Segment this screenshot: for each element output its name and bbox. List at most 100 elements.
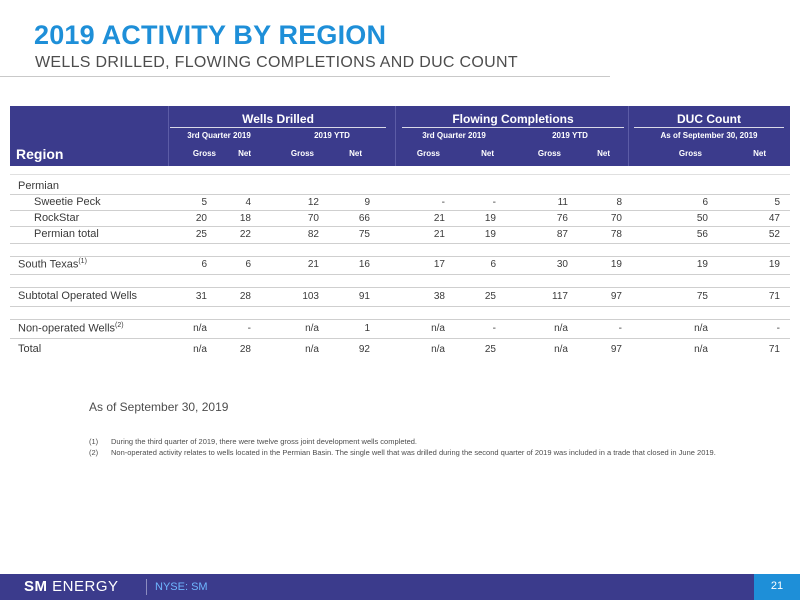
cell: n/a [193,323,207,334]
cell: 38 [433,291,445,302]
footnote-number: (1) [89,437,99,446]
cell: 75 [696,291,708,302]
cell: 92 [358,344,370,355]
cell: - [618,323,622,334]
cell: 19 [610,259,622,270]
cell: 16 [358,259,370,270]
cell: 19 [768,259,780,270]
cell: n/a [694,323,708,334]
cell: 50 [696,213,708,224]
header-rule [402,127,624,128]
footnote-text: Non-operated activity relates to wells l… [111,448,716,457]
row-rule [10,210,790,211]
header-separator [168,106,169,166]
column-header: Net [238,149,251,158]
row-rule [10,287,790,288]
cell: 91 [358,291,370,302]
header-separator [628,106,629,166]
cell: 6 [201,259,207,270]
footnote-text: During the third quarter of 2019, there … [111,437,417,446]
cell: n/a [554,323,568,334]
table-row: Sweetie Peck 5 4 12 9 - - 11 8 6 5 [10,195,790,211]
cell: 8 [616,197,622,208]
cell: n/a [554,344,568,355]
cell: 22 [239,229,251,240]
row-label: Non-operated Wells(2) [18,322,124,335]
footer-separator [146,579,147,595]
cell: 1 [364,323,370,334]
row-rule [10,338,790,339]
subgroup-header: 3rd Quarter 2019 [422,131,486,140]
cell: 5 [774,197,780,208]
cell: 21 [433,213,445,224]
cell: 18 [239,213,251,224]
row-rule [10,256,790,257]
cell: - [776,323,780,334]
group-header-wells-drilled: Wells Drilled [242,112,314,126]
column-header: Gross [416,149,440,158]
group-header-flowing-completions: Flowing Completions [452,112,574,126]
table-row: RockStar 20 18 70 66 21 19 76 70 50 47 [10,211,790,227]
column-header: Net [481,149,494,158]
cell: - [441,197,445,208]
cell: - [247,323,251,334]
cell: 4 [245,197,251,208]
table-row: Subtotal Operated Wells 31 28 103 91 38 … [10,289,790,305]
as-of-note: As of September 30, 2019 [89,400,229,414]
row-rule [10,194,790,195]
column-header: Net [597,149,610,158]
cell: 5 [201,197,207,208]
page-number: 21 [770,580,784,592]
cell: 25 [484,344,496,355]
row-rule [10,306,790,307]
column-header: Gross [192,149,216,158]
cell: 6 [490,259,496,270]
cell: 103 [302,291,319,302]
footnote-ref: (2) [115,322,124,329]
cell: 52 [768,229,780,240]
cell: 78 [610,229,622,240]
row-label: Sweetie Peck [34,196,101,208]
cell: 6 [702,197,708,208]
cell: 87 [556,229,568,240]
table-row: Permian total 25 22 82 75 21 19 87 78 56… [10,227,790,243]
cell: 70 [307,213,319,224]
subgroup-header: 2019 YTD [314,131,350,140]
cell: n/a [431,323,445,334]
title-divider [0,76,610,77]
cell: - [492,323,496,334]
page-subtitle: WELLS DRILLED, FLOWING COMPLETIONS AND D… [35,54,518,71]
cell: 71 [768,344,780,355]
footnote-number: (2) [89,448,99,457]
cell: 19 [696,259,708,270]
cell: 21 [307,259,319,270]
cell: 12 [307,197,319,208]
cell: 21 [433,229,445,240]
cell: 76 [556,213,568,224]
cell: 17 [433,259,445,270]
cell: 117 [552,291,568,302]
column-header: Gross [290,149,314,158]
page-number-box: 21 [754,574,800,600]
group-header-duc-count: DUC Count [677,112,741,126]
footnote: (2) Non-operated activity relates to wel… [89,448,769,472]
table-row: Permian [10,179,790,195]
row-label: RockStar [34,212,80,224]
cell: n/a [431,344,445,355]
cell: 70 [610,213,622,224]
cell: 30 [556,259,568,270]
row-label: South Texas(1) [18,258,87,271]
footnote-ref: (1) [78,258,87,265]
cell: 9 [364,197,370,208]
cell: - [492,197,496,208]
cell: 97 [610,344,622,355]
header-separator [395,106,396,166]
subgroup-header: 2019 YTD [552,131,588,140]
header-rule [634,127,784,128]
region-column-header: Region [16,146,64,162]
table-header: Wells Drilled Flowing Completions DUC Co… [10,106,790,166]
cell: 47 [768,213,780,224]
table-row: Total n/a 28 n/a 92 n/a 25 n/a 97 n/a 71 [10,342,790,358]
cell: 19 [484,229,496,240]
cell: 25 [195,229,207,240]
